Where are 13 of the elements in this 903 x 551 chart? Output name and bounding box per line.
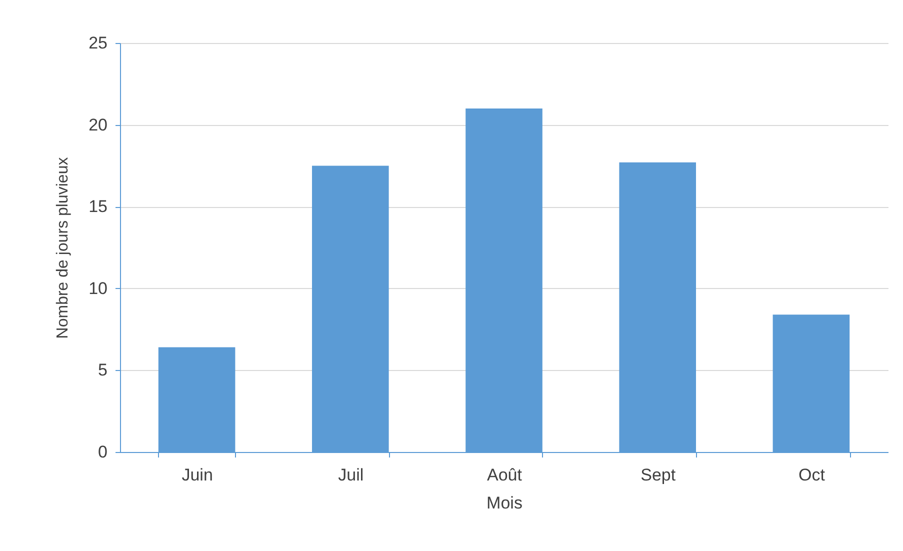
y-tick-label: 25 <box>88 34 108 52</box>
x-tick-label: Juil <box>338 466 364 484</box>
x-tick-label: Juin <box>182 466 213 484</box>
x-tick-label: Août <box>487 466 522 484</box>
y-tick-label: 10 <box>88 278 108 298</box>
y-tick-label: 20 <box>88 115 108 134</box>
y-axis-title: Nombre de jours pluvieux <box>54 157 72 339</box>
y-tick-label: 15 <box>88 197 108 216</box>
y-tick-label: 0 <box>98 442 108 462</box>
x-tick-label: Oct <box>798 466 826 484</box>
x-axis-title: Mois <box>486 494 522 512</box>
y-tick-label: 5 <box>98 360 108 380</box>
x-tick-label: Sept <box>640 466 676 484</box>
